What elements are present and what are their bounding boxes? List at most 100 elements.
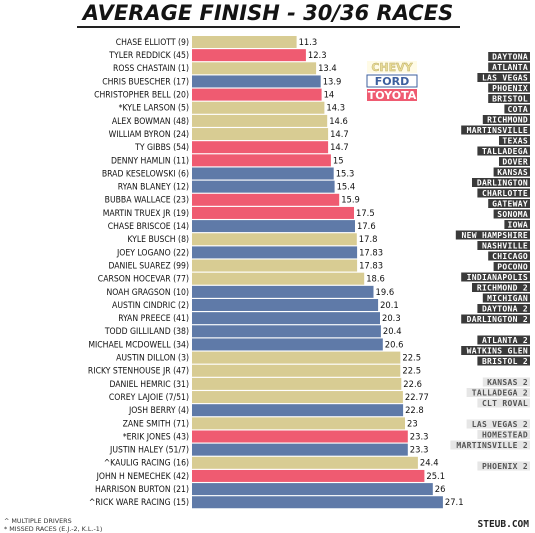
bar-ryan-blaney-12 [192,180,335,193]
track-badge-bristol [488,94,530,103]
value-label-justin-haley-51-7: 23.3 [410,445,429,455]
value-label-ty-gibbs-54: 14.7 [330,142,349,152]
bar-kyle-larson-5 [192,101,325,114]
track-label-kansas: KANSAS [497,168,528,177]
bar-martin-truex-jr-19 [192,206,354,219]
driver-label-daniel-suarez-99: DANIEL SUAREZ (99) [108,261,189,271]
bar-noah-gragson-10 [192,285,374,298]
driver-label-ty-gibbs-54: TY GIBBS (54) [134,143,189,153]
driver-label-rick-ware-racing-15: ^RICK WARE RACING (15) [89,498,189,508]
bar-chase-briscoe-14 [192,220,355,233]
track-badge-las-vegas-2 [466,419,530,429]
footer: ^ MULTIPLE DRIVERS * MISSED RACES (E.J.-… [4,517,529,533]
bars-layer: CHASE ELLIOTT (9) 11.3 TYLER REDDICK (45) 1… [88,36,464,509]
track-label-bristol: BRISTOL [492,94,528,103]
value-label-bubba-wallace-23: 15.9 [341,195,360,205]
value-label-alex-bowman-48: 14.6 [329,116,348,126]
footnote-missed-races: * MISSED RACES (E.J.-2, K.L.-1) [4,525,102,533]
bar-zane-smith-71 [192,417,405,430]
bar-ryan-preece-41 [192,312,380,325]
bar-carson-hocevar-77 [192,272,365,285]
track-badge-michigan [482,293,530,303]
driver-label-kyle-larson-5: *KYLE LARSON (5) [119,104,189,114]
track-badge-talladega-2 [466,388,530,397]
track-badge-bristol-2 [477,356,530,366]
bar-austin-cindric-2 [192,299,379,311]
value-label-chase-elliott-9: 11.3 [299,37,318,47]
bar-denny-hamlin-11 [192,154,331,167]
track-badge-texas [499,136,530,145]
track-label-las-vegas: LAS VEGAS [482,73,528,82]
track-label-atlanta: ATLANTA [492,63,528,72]
track-badge-charlotte [477,188,530,198]
track-label-darlington-2: DARLINGTON 2 [467,315,528,324]
driver-label-ryan-blaney-12: RYAN BLANEY (12) [118,183,189,193]
driver-label-brad-keselowski-6: BRAD KESELOWSKI (6) [102,169,189,179]
track-badge-atlanta-2 [477,335,530,345]
track-badge-chicago [488,251,530,261]
legend-swatch-toyota [367,89,417,101]
driver-label-denny-hamlin-11: DENNY HAMLIN (11) [111,156,189,166]
driver-label-harrison-burton-21: HARRISON BURTON (21) [95,485,189,495]
bar-corey-lajoie-7-51 [192,391,403,404]
track-badge-daytona-2 [477,304,530,313]
driver-label-ricky-stenhouse-jr-47: RICKY STENHOUSE JR (47) [88,367,189,377]
value-label-chase-briscoe-14: 17.6 [357,221,376,231]
value-label-corey-lajoie-7-51: 22.77 [405,392,429,402]
bar-william-byron-24 [192,128,329,141]
bar-tyler-reddick-45 [192,49,306,62]
track-badge-kansas [493,167,530,177]
track-badge-new-hampshire [455,230,530,240]
value-label-noah-gragson-10: 19.6 [376,287,395,297]
bar-josh-berry-4 [192,404,404,417]
track-badge-darlington [472,178,530,187]
bar-michael-mcdowell-34 [192,338,383,351]
track-label-gateway: GATEWAY [492,199,528,208]
bar-alex-bowman-48 [192,114,328,127]
driver-label-josh-berry-4: JOSH BERRY (4) [128,406,189,416]
bar-kaulig-racing-16 [192,456,418,469]
legend-label-toyota: TOYOTA [368,89,417,102]
chart-title: AVERAGE FINISH - 30/36 RACES [81,1,453,25]
bar-daniel-suarez-99 [192,259,358,272]
value-label-michael-mcdowell-34: 20.6 [385,339,404,349]
track-label-dover: DOVER [502,157,528,166]
track-label-homestead: HOMESTEAD [482,430,528,439]
footnote-multiple-drivers: ^ MULTIPLE DRIVERS [4,517,72,525]
driver-label-william-byron-24: WILLIAM BYRON (24) [109,130,189,140]
value-label-kaulig-racing-16: 24.4 [420,458,439,468]
bar-daniel-hemric-31 [192,377,402,390]
bar-ricky-stenhouse-jr-47 [192,364,401,377]
bar-john-h-nemechek-42 [192,469,425,482]
value-label-rick-ware-racing-15: 27.1 [445,497,464,507]
bar-chase-elliott-9 [192,36,297,48]
driver-label-daniel-hemric-31: DANIEL HEMRIC (31) [109,380,189,390]
bar-erik-jones-43 [192,430,408,443]
bar-todd-gilliland-38 [192,325,381,338]
driver-label-kyle-busch-8: KYLE BUSCH (8) [127,235,189,245]
track-label-talladega: TALLADEGA [482,147,528,156]
bar-harrison-burton-21 [192,483,433,496]
driver-label-christopher-bell-20: CHRISTOPHER BELL (20) [94,91,189,101]
track-badge-richmond [482,115,530,124]
bar-chris-buescher-17 [192,75,321,88]
track-label-sonoma: SONOMA [497,210,528,219]
track-badge-indianapolis [461,272,530,282]
track-badge-phoenix-2 [477,461,530,471]
legend-label-ford: FORD [375,75,409,88]
track-badge-kansas-2 [482,377,530,387]
driver-label-erik-jones-43: *ERIK JONES (43) [123,432,189,442]
value-label-josh-berry-4: 22.8 [405,405,424,415]
driver-label-ross-chastain-1: ROSS CHASTAIN (1) [113,64,189,74]
driver-label-todd-gilliland-38: TODD GILLILAND (38) [104,327,189,337]
value-label-denny-hamlin-11: 15 [333,155,344,165]
credit-label: STEUB.COM [478,519,530,530]
track-badge-homestead [477,430,530,439]
driver-label-tyler-reddick-45: TYLER REDDICK (45) [108,51,189,61]
driver-label-chase-elliott-9: CHASE ELLIOTT (9) [116,38,189,48]
track-label-indianapolis: INDIANAPOLIS [467,273,528,282]
track-badge-talladega [477,146,530,156]
